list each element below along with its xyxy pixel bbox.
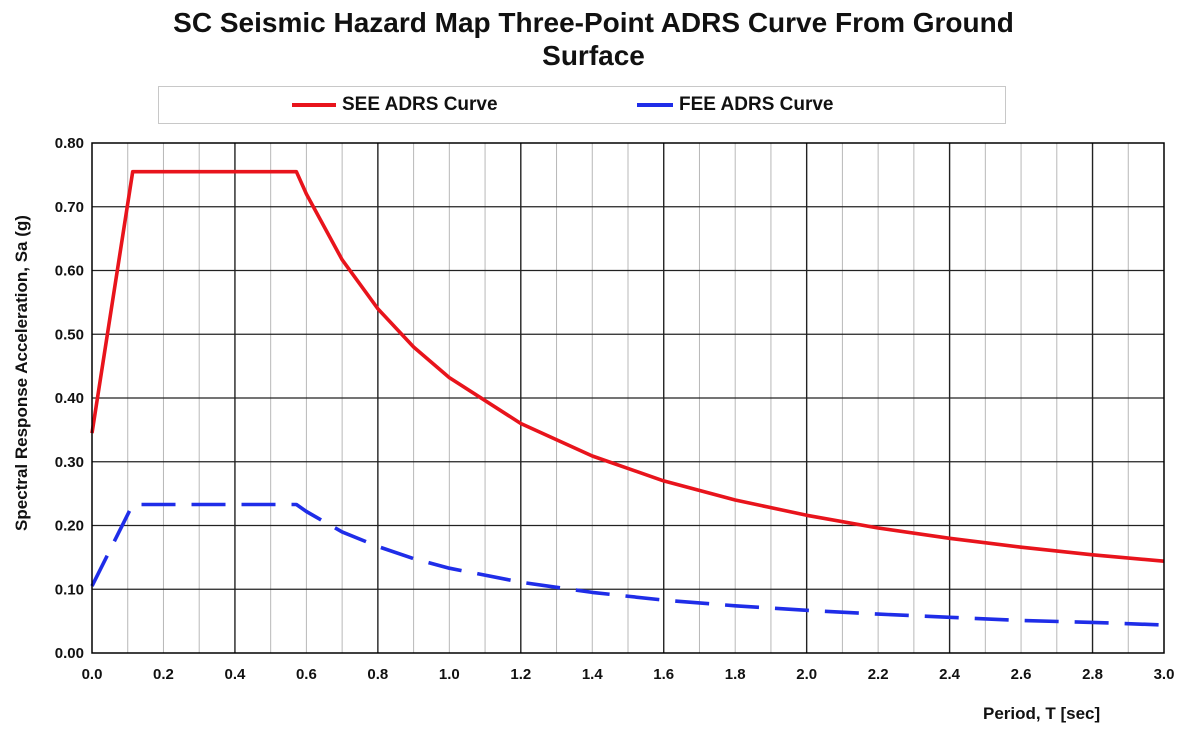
- x-axis-label: Period, T [sec]: [983, 704, 1101, 723]
- series-line-fee: [90, 502, 1165, 627]
- x-tick-label: 0.8: [367, 666, 388, 683]
- legend-swatch-see: [292, 103, 336, 107]
- x-tick-label: 1.6: [653, 666, 674, 683]
- x-tick-label: 1.4: [582, 666, 604, 683]
- y-tick-label: 0.20: [55, 518, 84, 535]
- y-tick-label: 0.50: [55, 326, 84, 343]
- legend-entry-see: SEE ADRS Curve: [292, 87, 498, 123]
- x-tick-label: 0.2: [153, 666, 174, 683]
- x-tick-label: 2.6: [1011, 666, 1032, 683]
- x-tick-label: 1.2: [510, 666, 531, 683]
- y-tick-label: 0.10: [55, 581, 84, 598]
- y-tick-label: 0.60: [55, 263, 84, 280]
- y-tick-label: 0.70: [55, 199, 84, 216]
- series-layer: [90, 169, 1165, 627]
- x-tick-label: 0.4: [225, 666, 247, 683]
- x-tick-label: 3.0: [1154, 666, 1175, 683]
- chart-title: SC Seismic Hazard Map Three-Point ADRS C…: [0, 6, 1187, 72]
- chart-title-line-1: SC Seismic Hazard Map Three-Point ADRS C…: [173, 7, 1014, 38]
- legend-label-see: SEE ADRS Curve: [342, 94, 498, 115]
- x-tick-label: 2.0: [796, 666, 817, 683]
- grid-major: [92, 143, 1164, 653]
- y-tick-label: 0.00: [55, 645, 84, 662]
- legend-label-fee: FEE ADRS Curve: [679, 94, 834, 115]
- x-tick-label: 2.2: [868, 666, 889, 683]
- series-line-see: [90, 169, 1165, 563]
- plot-frame: [91, 142, 1165, 654]
- x-tick-labels: 0.0 0.2 0.4 0.6 0.8 1.0 1.2 1.4 1.6 1.8 2.0 2.2 2.4 2…: [82, 666, 1175, 683]
- x-tick-label: 1.0: [439, 666, 460, 683]
- chart-title-line-2: Surface: [542, 40, 645, 71]
- y-tick-labels: 0.00 0.10 0.20 0.30 0.40 0.50 0.60 0.70 0.80: [55, 135, 84, 662]
- y-tick-label: 0.80: [55, 135, 84, 152]
- x-tick-label: 0.6: [296, 666, 317, 683]
- x-tick-label: 1.8: [725, 666, 746, 683]
- x-tick-label: 0.0: [82, 666, 103, 683]
- legend-swatch-fee: [637, 103, 673, 107]
- legend: SEE ADRS Curve FEE ADRS Curve: [158, 86, 1006, 124]
- legend-entry-fee: FEE ADRS Curve: [637, 87, 834, 123]
- x-tick-label: 2.8: [1082, 666, 1103, 683]
- x-tick-label: 2.4: [939, 666, 961, 683]
- y-tick-label: 0.40: [55, 390, 84, 407]
- y-axis-label: Spectral Response Acceleration, Sa (g): [12, 215, 31, 531]
- y-tick-label: 0.30: [55, 454, 84, 471]
